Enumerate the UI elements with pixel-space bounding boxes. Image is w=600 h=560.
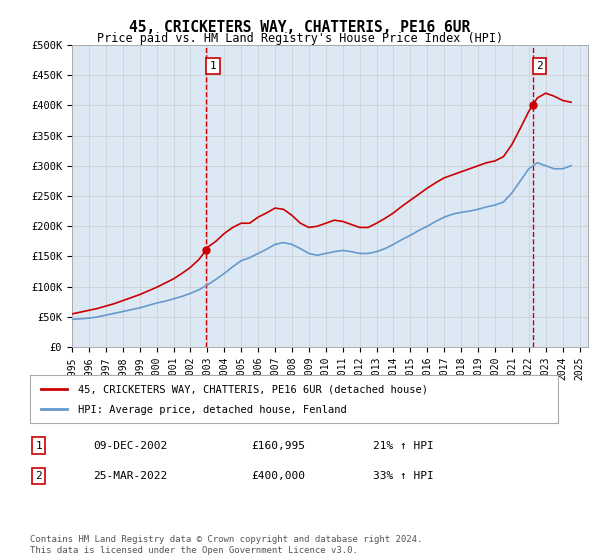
Text: 09-DEC-2002: 09-DEC-2002 xyxy=(94,441,167,451)
Text: HPI: Average price, detached house, Fenland: HPI: Average price, detached house, Fenl… xyxy=(77,405,346,416)
Text: 45, CRICKETERS WAY, CHATTERIS, PE16 6UR: 45, CRICKETERS WAY, CHATTERIS, PE16 6UR xyxy=(130,20,470,35)
Text: 1: 1 xyxy=(35,441,42,451)
Text: This data is licensed under the Open Government Licence v3.0.: This data is licensed under the Open Gov… xyxy=(30,546,358,555)
Text: £160,995: £160,995 xyxy=(252,441,306,451)
Text: 2: 2 xyxy=(536,61,543,71)
Text: 1: 1 xyxy=(210,61,217,71)
Text: 21% ↑ HPI: 21% ↑ HPI xyxy=(373,441,434,451)
Text: 25-MAR-2022: 25-MAR-2022 xyxy=(94,471,167,481)
Text: 33% ↑ HPI: 33% ↑ HPI xyxy=(373,471,434,481)
Text: Price paid vs. HM Land Registry's House Price Index (HPI): Price paid vs. HM Land Registry's House … xyxy=(97,32,503,45)
Text: Contains HM Land Registry data © Crown copyright and database right 2024.: Contains HM Land Registry data © Crown c… xyxy=(30,535,422,544)
Text: 45, CRICKETERS WAY, CHATTERIS, PE16 6UR (detached house): 45, CRICKETERS WAY, CHATTERIS, PE16 6UR … xyxy=(77,385,428,394)
Text: 2: 2 xyxy=(35,471,42,481)
Text: £400,000: £400,000 xyxy=(252,471,306,481)
